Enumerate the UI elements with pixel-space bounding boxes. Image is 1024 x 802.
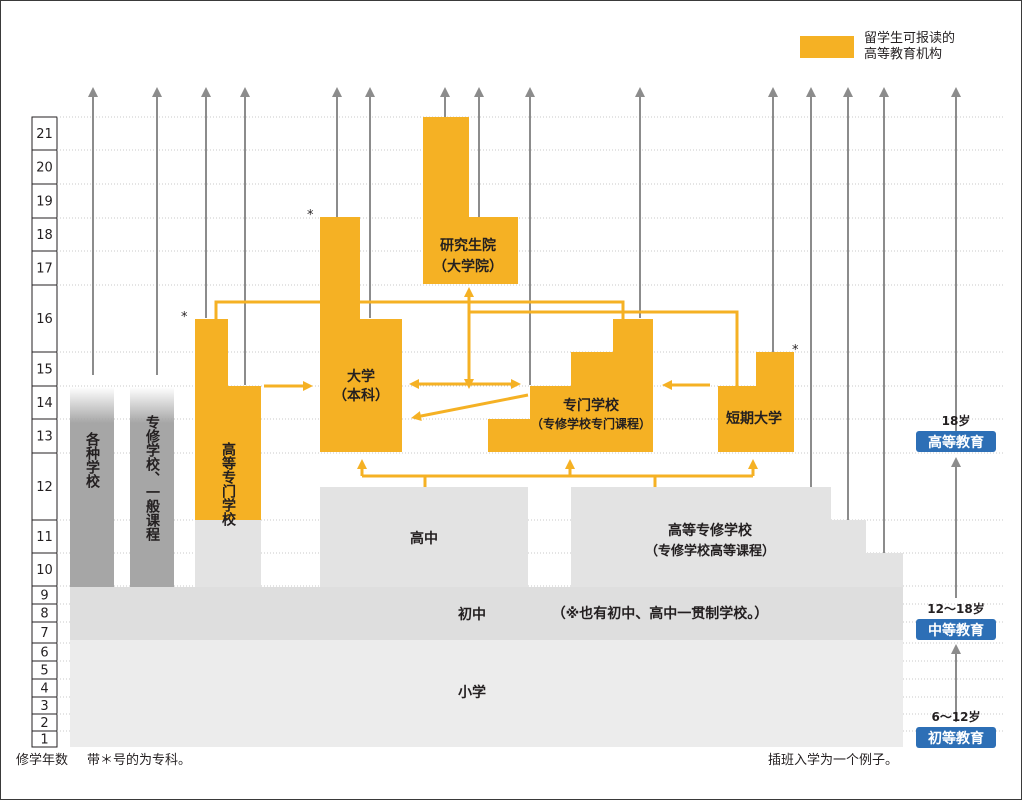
year-number: 20 [36, 161, 53, 176]
year-number: 8 [40, 607, 48, 622]
specialized-general-bar [130, 387, 174, 587]
graduate-school-block [423, 117, 469, 284]
year-cell [31, 552, 58, 587]
university-label-2: （本科） [333, 387, 389, 404]
junior-college-block [718, 352, 794, 452]
upper-specialized-label-1: 高等专修学校 [668, 522, 753, 539]
year-number: 2 [40, 716, 48, 731]
upper-specialized-label-2: （专修学校高等课程） [645, 543, 775, 559]
year-cell [31, 149, 58, 185]
transfer-note: 插班入学为一个例子。 [768, 752, 898, 768]
integrated-school-note: （※也有初中、高中一贯制学校。） [552, 605, 769, 622]
higher-ed-blocks [195, 36, 854, 520]
year-number: 10 [36, 563, 53, 578]
year-cell [31, 116, 58, 151]
year-number: 1 [40, 733, 48, 748]
stage-primary-label: 初等教育 [928, 730, 984, 747]
year-number: 14 [36, 396, 53, 411]
year-number: 21 [36, 127, 53, 142]
vocational-college-label-2: （专修学校专门课程） [531, 416, 651, 431]
graduate-school-label-2: （大学院） [433, 258, 503, 275]
star-mark-tech-college: * [181, 310, 188, 325]
year-number: 18 [36, 228, 53, 243]
junior-high-label: 初中 [458, 606, 486, 623]
stage-higher-age: 18岁 [942, 413, 971, 428]
year-number: 12 [36, 480, 53, 495]
vocational-college-block [488, 319, 653, 452]
gray-arrows [88, 87, 961, 722]
star-mark-university: * [307, 208, 314, 223]
stage-higher-label: 高等教育 [928, 434, 984, 451]
stage-primary: 6～12岁 初等教育 [916, 709, 996, 748]
year-cell [31, 217, 58, 252]
stage-secondary-age: 12～18岁 [927, 601, 984, 616]
stage-primary-age: 6～12岁 [931, 709, 980, 724]
year-cell [31, 250, 58, 286]
year-number: 4 [40, 682, 48, 697]
high-school-block [320, 487, 528, 587]
vocational-college-label-1: 专门学校 [563, 397, 620, 414]
tech-college-upper [195, 319, 228, 520]
year-number: 11 [36, 530, 53, 545]
junior-high-band [70, 587, 903, 640]
stage-primary-badge [916, 727, 996, 748]
elementary-band [70, 640, 903, 747]
stage-higher: 18岁 高等教育 [916, 413, 996, 452]
university-label-1: 大学 [347, 368, 375, 385]
year-number: 13 [36, 430, 53, 445]
year-number: 9 [40, 589, 48, 604]
stage-secondary-label: 中等教育 [928, 622, 984, 639]
elementary-label: 小学 [458, 684, 486, 701]
tech-college-step [228, 386, 261, 520]
year-number: 17 [36, 262, 53, 277]
stage-higher-badge [916, 431, 996, 452]
tech-college-label: 高等专门学校 [220, 441, 236, 527]
star-note: 带＊号的为专科。 [87, 752, 191, 768]
legend-swatch [800, 36, 854, 58]
year-number: 15 [36, 363, 53, 378]
junior-college-label: 短期大学 [726, 410, 782, 427]
tech-college-lower [195, 520, 261, 587]
year-number: 16 [36, 312, 53, 327]
specialized-general-label: 专修学校、一般课程 [144, 414, 161, 542]
yellow-connectors [214, 287, 758, 487]
star-mark-junior-college: * [792, 343, 799, 358]
upper-specialized-block [571, 487, 903, 587]
graduate-school-step [469, 217, 518, 284]
year-number: 5 [40, 664, 48, 679]
year-number: 7 [40, 626, 48, 641]
stage-secondary: 12～18岁 中等教育 [916, 601, 996, 640]
year-number: 6 [40, 646, 48, 661]
graduate-school-label-1: 研究生院 [440, 237, 496, 254]
legend-label-2: 高等教育机构 [864, 46, 942, 62]
years-label: 修学年数 [16, 752, 68, 768]
misc-schools-label: 各种学校 [84, 431, 101, 489]
misc-schools-bar [70, 387, 114, 587]
year-cell [31, 351, 58, 387]
university-block [320, 217, 402, 452]
year-number: 19 [36, 195, 53, 210]
stage-secondary-badge [916, 619, 996, 640]
high-school-label: 高中 [410, 530, 438, 547]
year-cell [31, 284, 58, 353]
legend-label-1: 留学生可报读的 [864, 30, 955, 46]
year-number: 3 [40, 699, 48, 714]
